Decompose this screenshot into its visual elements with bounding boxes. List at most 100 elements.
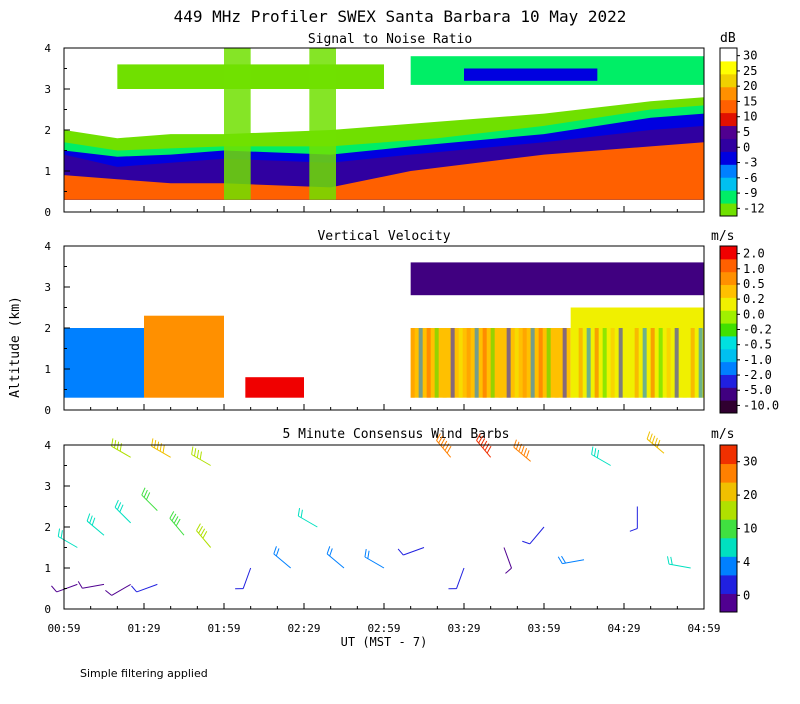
panel3-title: 5 Minute Consensus Wind Barbs bbox=[283, 427, 510, 442]
panel1-unit: dB bbox=[720, 31, 736, 46]
velocity-streak bbox=[531, 328, 535, 398]
colorbar-swatch bbox=[720, 259, 737, 272]
colorbar-swatch bbox=[720, 575, 737, 594]
colorbar-swatch bbox=[720, 48, 737, 61]
colorbar-swatch bbox=[720, 445, 737, 464]
colorbar-swatch bbox=[720, 464, 737, 483]
snr-column bbox=[309, 48, 336, 200]
altitude-tick-label: 2 bbox=[44, 124, 51, 137]
velocity-streak bbox=[451, 328, 455, 398]
colorbar-swatch bbox=[720, 400, 737, 413]
colorbar-label: -6 bbox=[743, 171, 757, 185]
colorbar-swatch bbox=[720, 374, 737, 387]
colorbar-swatch bbox=[720, 100, 737, 113]
altitude-tick-label: 0 bbox=[44, 206, 51, 219]
colorbar-swatch bbox=[720, 323, 737, 336]
wind-barb-feather bbox=[655, 438, 658, 446]
wind-barb-feather bbox=[58, 529, 59, 537]
colorbar-label: 10 bbox=[743, 110, 757, 124]
colorbar-swatch bbox=[720, 272, 737, 285]
velocity-streak bbox=[627, 328, 631, 398]
colorbar-swatch bbox=[720, 87, 737, 100]
velocity-streak bbox=[515, 328, 519, 398]
velocity-streak bbox=[691, 328, 695, 398]
velocity-region bbox=[144, 316, 224, 398]
colorbar-swatch bbox=[720, 482, 737, 501]
colorbar-label: 20 bbox=[743, 79, 757, 93]
time-tick-label: 00:59 bbox=[47, 622, 80, 635]
velocity-streak bbox=[563, 328, 567, 398]
colorbar-label: 15 bbox=[743, 94, 757, 108]
altitude-tick-label: 3 bbox=[44, 480, 51, 493]
time-tick-label: 01:29 bbox=[127, 622, 160, 635]
colorbar-label: 0 bbox=[743, 140, 750, 154]
altitude-tick-label: 0 bbox=[44, 404, 51, 417]
colorbar-swatch bbox=[720, 387, 737, 400]
velocity-region bbox=[245, 377, 304, 398]
panel-background bbox=[64, 445, 704, 609]
colorbar-label: 0.5 bbox=[743, 277, 765, 291]
panel2-unit: m/s bbox=[711, 229, 734, 244]
time-tick-label: 04:29 bbox=[607, 622, 640, 635]
colorbar-swatch bbox=[720, 126, 737, 139]
time-tick-label: 02:59 bbox=[367, 622, 400, 635]
altitude-tick-label: 1 bbox=[44, 165, 51, 178]
colorbar-label: 5 bbox=[743, 125, 750, 139]
panel2-title: Vertical Velocity bbox=[317, 229, 450, 244]
time-tick-label: 03:59 bbox=[527, 622, 560, 635]
velocity-streak bbox=[603, 328, 607, 398]
velocity-streak bbox=[507, 328, 511, 398]
colorbar-label: -1.0 bbox=[743, 353, 772, 367]
panel3-unit: m/s bbox=[711, 427, 734, 442]
velocity-streak bbox=[651, 328, 655, 398]
velocity-streak bbox=[411, 328, 415, 398]
wind-barb-feather bbox=[652, 436, 655, 444]
velocity-streak bbox=[555, 328, 559, 398]
colorbar-swatch bbox=[720, 336, 737, 349]
altitude-tick-label: 3 bbox=[44, 281, 51, 294]
figure-title: 449 MHz Profiler SWEX Santa Barbara 10 M… bbox=[174, 7, 627, 26]
velocity-streak bbox=[491, 328, 495, 398]
velocity-streak bbox=[443, 328, 447, 398]
colorbar-swatch bbox=[720, 203, 737, 216]
colorbar-swatch bbox=[720, 285, 737, 298]
altitude-tick-label: 4 bbox=[44, 439, 51, 452]
colorbar-label: -2.0 bbox=[743, 368, 772, 382]
colorbar-label: -12 bbox=[743, 201, 765, 215]
colorbar-label: -0.2 bbox=[743, 323, 772, 337]
colorbar-swatch bbox=[720, 190, 737, 203]
colorbar-swatch bbox=[720, 177, 737, 190]
velocity-streak bbox=[667, 328, 671, 398]
altitude-tick-label: 4 bbox=[44, 42, 51, 55]
velocity-streak bbox=[419, 328, 423, 398]
colorbar-label: 2.0 bbox=[743, 247, 765, 261]
velocity-streak bbox=[475, 328, 479, 398]
velocity-streak bbox=[483, 328, 487, 398]
snr-column bbox=[224, 48, 251, 200]
colorbar-label: -5.0 bbox=[743, 383, 772, 397]
velocity-streak bbox=[435, 328, 439, 398]
time-tick-label: 03:29 bbox=[447, 622, 480, 635]
velocity-streak bbox=[675, 328, 679, 398]
velocity-streak bbox=[427, 328, 431, 398]
velocity-streak bbox=[659, 328, 663, 398]
altitude-tick-label: 2 bbox=[44, 521, 51, 534]
velocity-streak bbox=[467, 328, 471, 398]
wind-barb-feather bbox=[650, 434, 653, 442]
wind-barb-feather bbox=[61, 530, 62, 538]
colorbar-swatch bbox=[720, 74, 737, 87]
velocity-streak bbox=[699, 328, 703, 398]
velocity-streak bbox=[579, 328, 583, 398]
colorbar-swatch bbox=[720, 519, 737, 538]
altitude-tick-label: 4 bbox=[44, 240, 51, 253]
colorbar-label: 1.0 bbox=[743, 262, 765, 276]
colorbar-label: -9 bbox=[743, 186, 757, 200]
colorbar-label: 4 bbox=[743, 555, 750, 569]
colorbar-swatch bbox=[720, 113, 737, 126]
colorbar-swatch bbox=[720, 501, 737, 520]
colorbar-label: 0.0 bbox=[743, 307, 765, 321]
